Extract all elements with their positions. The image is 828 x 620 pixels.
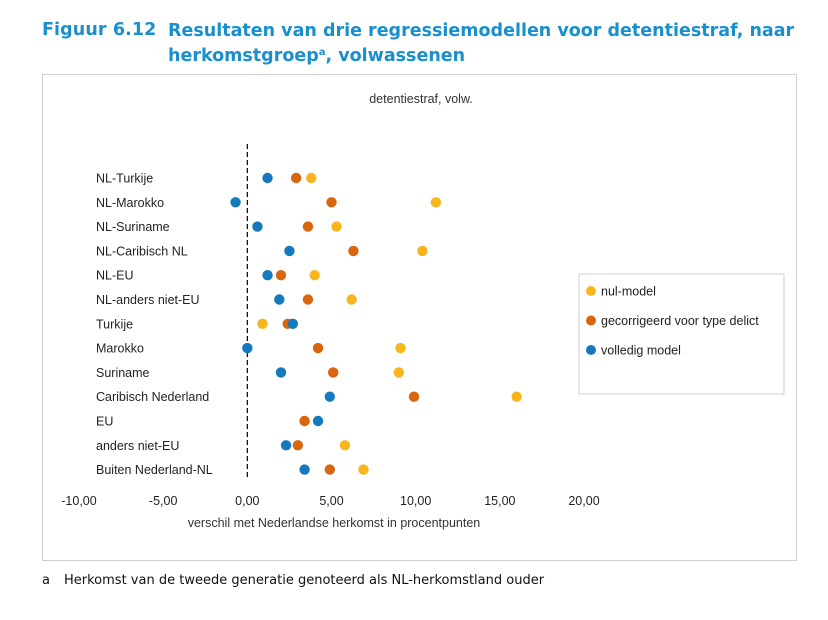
data-point-volledig [287, 318, 298, 329]
data-point-gecorrigeerd [275, 270, 287, 281]
data-point-volledig [262, 172, 273, 184]
data-point-volledig [280, 440, 292, 451]
x-tick-label: 15,00 [484, 494, 515, 508]
figure-title-line2: herkomstgroep [168, 46, 319, 66]
x-tick-label: 0,00 [235, 494, 259, 508]
data-point-gecorrigeerd [326, 197, 337, 208]
category-label: Buiten Nederland-NL [96, 463, 213, 477]
data-point-nul [257, 318, 268, 329]
category-label: Suriname [96, 366, 150, 380]
x-tick-label: 10,00 [400, 494, 431, 508]
figure-title-line1: Resultaten van drie regressiemodellen vo… [168, 21, 795, 41]
x-tick-label: -5,00 [149, 494, 178, 508]
x-tick-label: -10,00 [61, 494, 96, 508]
category-label: Caribisch Nederland [96, 390, 209, 404]
data-point-gecorrigeerd [302, 294, 314, 305]
legend-box [578, 273, 785, 395]
data-point-volledig [275, 367, 287, 378]
x-axis-label: verschil met Nederlandse herkomst in pro… [188, 516, 481, 530]
data-point-nul [339, 440, 351, 451]
footnote: a Herkomst van de tweede generatie genote… [42, 573, 544, 588]
data-point-nul [346, 294, 357, 305]
data-point-gecorrigeerd [299, 415, 310, 427]
data-point-volledig [242, 342, 253, 354]
figure-number: Figuur 6.12 [42, 20, 157, 40]
x-tick-label: 5,00 [319, 494, 343, 508]
legend-label: gecorrigeerd voor type delict [601, 314, 759, 328]
figure-title-line2-end: , volwassenen [325, 46, 466, 66]
chart-frame [42, 74, 797, 561]
figure-title: Resultaten van drie regressiemodellen vo… [168, 20, 808, 67]
data-point-volledig [230, 197, 241, 208]
data-point-volledig [262, 270, 273, 281]
category-label: EU [96, 415, 113, 429]
data-point-gecorrigeerd [324, 464, 336, 475]
data-point-volledig [274, 294, 285, 305]
data-point-gecorrigeerd [348, 245, 359, 257]
data-point-gecorrigeerd [292, 440, 304, 451]
data-point-volledig [324, 391, 336, 402]
category-label: NL-EU [96, 269, 134, 283]
data-point-gecorrigeerd [302, 221, 314, 232]
legend-marker-nul [586, 286, 596, 296]
legend-marker-gecorrigeerd [586, 315, 596, 326]
category-label: NL-Suriname [96, 220, 170, 234]
data-point-nul [358, 464, 369, 475]
category-label: NL-Marokko [96, 196, 164, 210]
data-point-nul [393, 367, 405, 378]
x-tick-label: 20,00 [568, 494, 599, 508]
data-point-gecorrigeerd [290, 172, 302, 184]
category-label: NL-anders niet-EU [96, 293, 200, 307]
data-point-nul [331, 221, 342, 232]
data-point-volledig [312, 415, 324, 427]
figure-title-footnote-marker: a [318, 47, 326, 58]
data-point-nul [306, 172, 317, 184]
legend-label: nul-model [601, 285, 656, 299]
data-point-volledig [284, 245, 295, 257]
legend-label: volledig model [601, 344, 681, 358]
data-point-volledig [299, 464, 310, 475]
chart-title: detentiestraf, volw. [369, 92, 473, 106]
data-point-nul [511, 391, 522, 402]
data-point-nul [309, 270, 320, 281]
legend-marker-volledig [586, 345, 596, 355]
category-label: anders niet-EU [96, 439, 179, 453]
data-point-gecorrigeerd [327, 367, 339, 378]
data-point-volledig [252, 221, 263, 232]
category-label: NL-Caribisch NL [96, 244, 188, 258]
data-point-nul [395, 342, 406, 354]
category-label: Marokko [96, 342, 144, 356]
data-point-nul [417, 245, 428, 257]
category-label: Turkije [96, 317, 133, 331]
category-label: NL-Turkije [96, 172, 153, 186]
data-point-gecorrigeerd [312, 342, 324, 354]
data-point-nul [430, 197, 442, 208]
footnote-marker: a [42, 573, 50, 588]
footnote-text: Herkomst van de tweede generatie genotee… [64, 573, 545, 588]
data-point-gecorrigeerd [408, 391, 420, 402]
